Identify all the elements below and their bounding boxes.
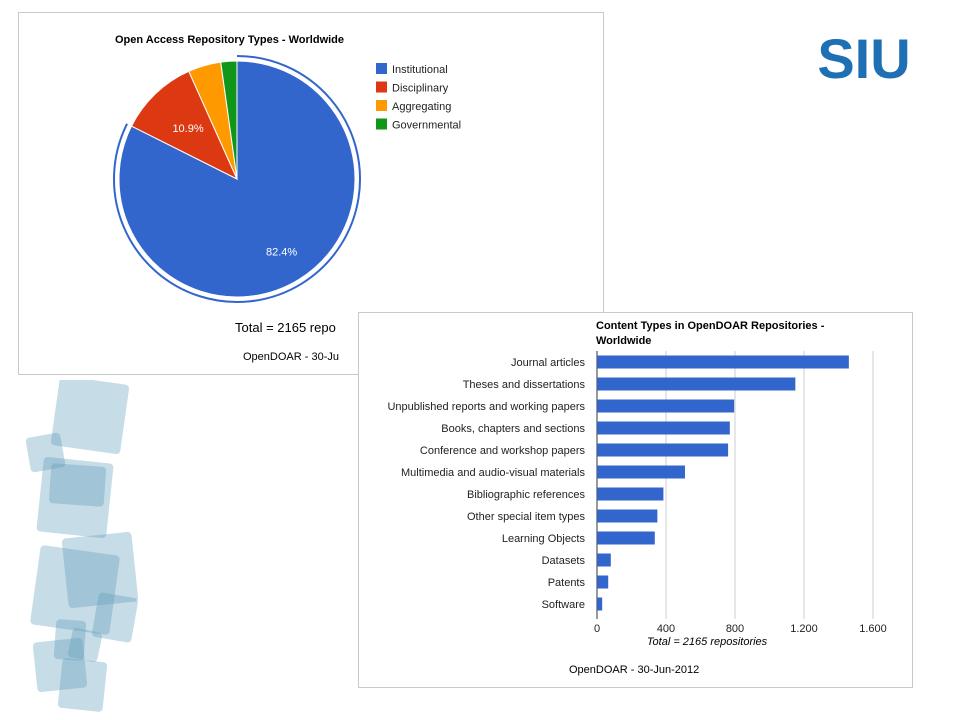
bar-category-label: Bibliographic references <box>467 489 586 501</box>
legend-swatch-disciplinary <box>376 81 387 93</box>
bar-chart-title-line-2: Worldwide <box>596 335 651 347</box>
bar-x-axis-label: Total = 2165 repositories <box>647 636 768 648</box>
bar-category-label: Other special item types <box>467 511 585 523</box>
bar-category-label: Multimedia and audio-visual materials <box>401 467 586 479</box>
bar-books-chapters-and-sections[interactable] <box>597 421 730 435</box>
siu-logo: SIU <box>817 30 910 84</box>
bar-other-special-item-types[interactable] <box>597 509 658 523</box>
logo-text: SIU <box>817 30 910 84</box>
bar-bibliographic-references[interactable] <box>597 487 664 501</box>
decorative-square <box>48 463 107 507</box>
pie-slice-institutional[interactable] <box>118 60 356 298</box>
bar-category-label: Patents <box>548 577 586 589</box>
decorative-square <box>92 592 138 643</box>
bar-x-tick-label: 0 <box>594 623 600 635</box>
bar-journal-articles[interactable] <box>597 355 849 369</box>
bar-category-label: Learning Objects <box>502 533 586 545</box>
bar-category-label: Conference and workshop papers <box>420 445 586 457</box>
decorative-square <box>61 531 139 609</box>
bar-learning-objects[interactable] <box>597 531 655 545</box>
legend-label-aggregating: Aggregating <box>392 101 451 113</box>
decorative-square <box>67 627 103 663</box>
bar-category-label: Theses and dissertations <box>463 379 586 391</box>
legend-label-governmental: Governmental <box>392 120 461 132</box>
legend-swatch-aggregating <box>376 100 387 111</box>
pie-chart-title: Open Access Repository Types - Worldwide <box>115 34 344 46</box>
decorative-square <box>25 432 66 473</box>
legend-label-institutional: Institutional <box>392 64 448 76</box>
decorative-squares <box>25 380 139 712</box>
bar-category-label: Books, chapters and sections <box>441 423 585 435</box>
bar-chart: Content Types in OpenDOAR Repositories -… <box>387 320 887 676</box>
pie-data-label: 10.9% <box>172 123 203 135</box>
decorative-square <box>57 658 108 712</box>
bar-source-label: OpenDOAR - 30-Jun-2012 <box>569 664 699 676</box>
pie-chart: Open Access Repository Types - Worldwide… <box>113 34 461 363</box>
bar-category-label: Software <box>542 599 585 611</box>
bar-x-tick-label: 400 <box>657 623 675 635</box>
bar-unpublished-reports-and-working-papers[interactable] <box>597 399 735 413</box>
legend-label-disciplinary: Disciplinary <box>392 83 449 95</box>
bar-chart-title-line-1: Content Types in OpenDOAR Repositories - <box>596 320 825 332</box>
bar-x-tick-label: 1.600 <box>859 623 887 635</box>
bar-chart-panel: Content Types in OpenDOAR Repositories -… <box>358 312 913 688</box>
pie-data-label: 82.4% <box>266 246 297 258</box>
bar-conference-and-workshop-papers[interactable] <box>597 443 729 457</box>
decorative-square <box>53 619 87 661</box>
legend-swatch-institutional <box>376 63 387 74</box>
bar-datasets[interactable] <box>597 553 611 567</box>
bar-theses-and-dissertations[interactable] <box>597 377 796 391</box>
bar-multimedia-and-audio-visual-materials[interactable] <box>597 465 685 479</box>
decorative-square <box>50 380 130 455</box>
pie-source-label: OpenDOAR - 30-Ju <box>243 351 339 363</box>
bar-category-label: Journal articles <box>511 357 585 369</box>
pie-slice-disciplinary[interactable] <box>130 70 239 181</box>
bar-x-tick-label: 800 <box>726 623 744 635</box>
pie-total-label: Total = 2165 repo <box>235 320 336 335</box>
pie-slice-governmental[interactable] <box>220 60 238 180</box>
legend-swatch-governmental <box>376 118 387 130</box>
bar-category-label: Datasets <box>542 555 586 567</box>
decorative-square <box>30 545 120 635</box>
bar-patents[interactable] <box>597 575 609 589</box>
bar-x-tick-label: 1.200 <box>790 623 818 635</box>
decorative-square <box>36 456 114 539</box>
bar-category-label: Unpublished reports and working papers <box>387 401 585 413</box>
pie-slice-highlight-ring <box>113 55 361 303</box>
decorative-square <box>32 637 88 693</box>
bar-software[interactable] <box>597 597 603 611</box>
